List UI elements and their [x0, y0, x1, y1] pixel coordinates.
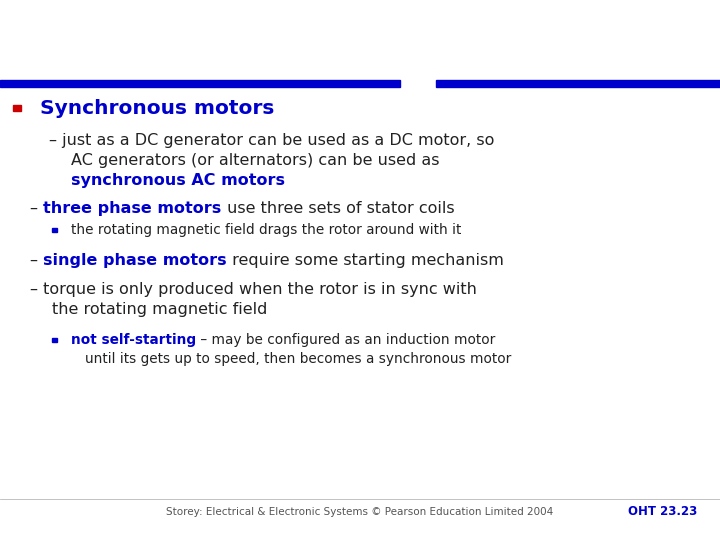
- Text: AC generators (or alternators) can be used as: AC generators (or alternators) can be us…: [71, 153, 439, 168]
- Bar: [13, 105, 21, 111]
- Text: synchronous AC motors: synchronous AC motors: [71, 173, 284, 188]
- Text: – just as a DC generator can be used as a DC motor, so: – just as a DC generator can be used as …: [49, 133, 495, 148]
- Text: use three sets of stator coils: use three sets of stator coils: [222, 201, 454, 217]
- Text: –: –: [30, 253, 43, 268]
- Text: Storey: Electrical & Electronic Systems © Pearson Education Limited 2004: Storey: Electrical & Electronic Systems …: [166, 507, 554, 517]
- Text: single phase motors: single phase motors: [43, 253, 227, 268]
- Bar: [0, 80, 400, 87]
- Text: OHT 23.23: OHT 23.23: [628, 505, 697, 518]
- Text: the rotating magnetic field: the rotating magnetic field: [52, 302, 267, 318]
- Text: until its gets up to speed, then becomes a synchronous motor: until its gets up to speed, then becomes…: [85, 352, 511, 366]
- Text: – may be configured as an induction motor: – may be configured as an induction moto…: [196, 333, 495, 347]
- Bar: [436, 80, 720, 87]
- Text: – torque is only produced when the rotor is in sync with: – torque is only produced when the rotor…: [30, 282, 477, 298]
- Text: not self-starting: not self-starting: [71, 333, 196, 347]
- Bar: [52, 338, 57, 342]
- Text: Synchronous motors: Synchronous motors: [40, 98, 274, 118]
- Text: the rotating magnetic field drags the rotor around with it: the rotating magnetic field drags the ro…: [71, 223, 461, 237]
- Bar: [52, 228, 57, 232]
- Text: –: –: [30, 201, 43, 217]
- Text: require some starting mechanism: require some starting mechanism: [227, 253, 504, 268]
- Text: three phase motors: three phase motors: [43, 201, 222, 217]
